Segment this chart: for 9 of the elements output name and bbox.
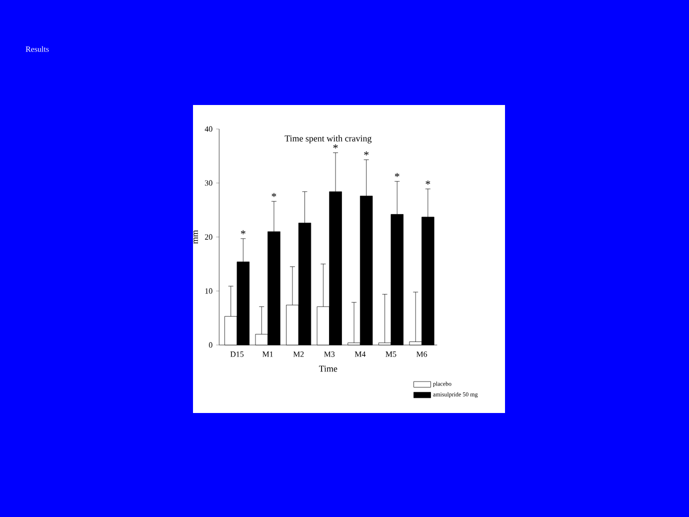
annotation: * (394, 173, 400, 178)
y-axis-title: mm (194, 230, 198, 244)
annotation: * (272, 192, 276, 197)
annotation: * (426, 180, 430, 185)
text: Time spent with craving (284, 135, 372, 144)
annotation: * (333, 144, 338, 148)
x-axis-title: Time (319, 366, 338, 372)
annotation: * (364, 151, 369, 156)
annotation: * (240, 230, 246, 234)
